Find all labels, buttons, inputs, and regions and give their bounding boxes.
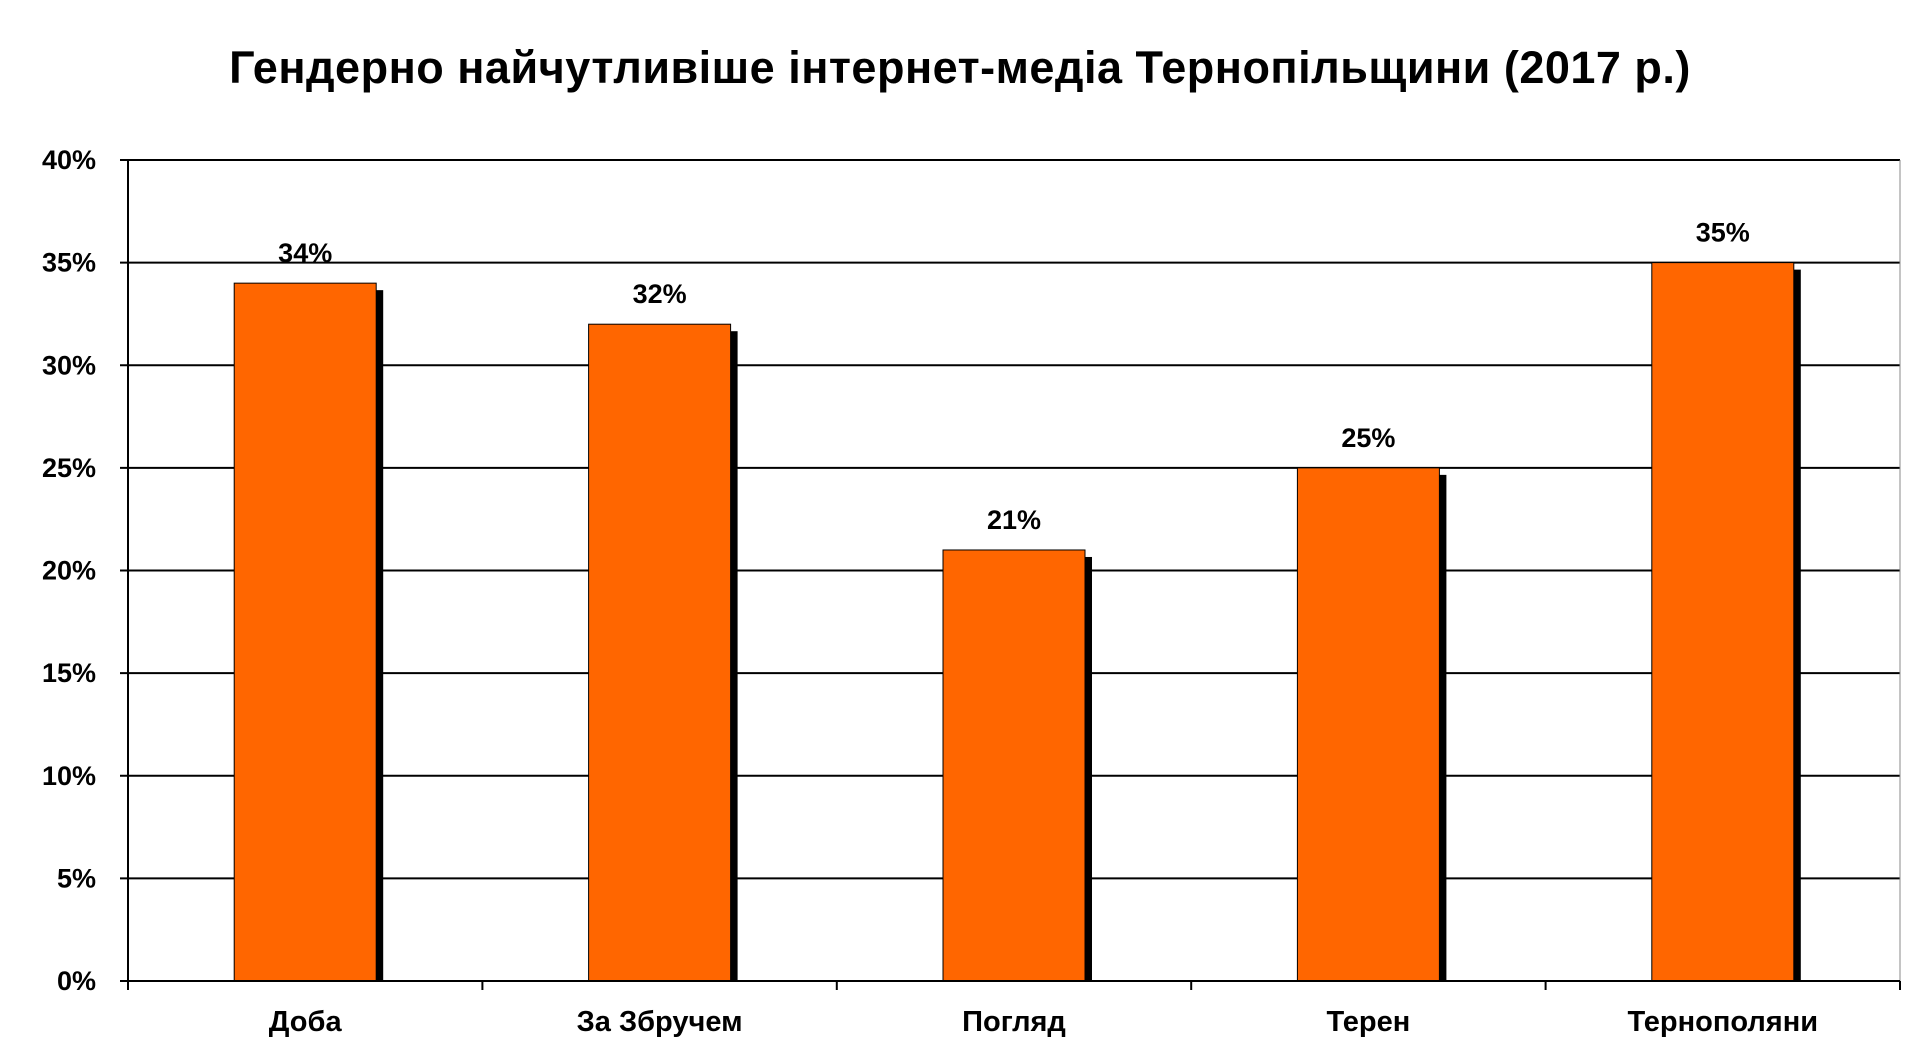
x-tick-label: Погляд bbox=[962, 1006, 1066, 1038]
y-tick-label: 5% bbox=[57, 863, 96, 893]
data-label: 35% bbox=[1696, 218, 1750, 248]
data-label: 32% bbox=[633, 279, 687, 309]
bars bbox=[233, 262, 1801, 982]
x-tick-label: Тернополяни bbox=[1628, 1006, 1819, 1038]
x-tick-label: Терен bbox=[1327, 1006, 1411, 1038]
bar bbox=[233, 282, 377, 982]
axes bbox=[120, 159, 1901, 990]
data-label: 34% bbox=[278, 238, 332, 268]
chart-title: Гендерно найчутливіше інтернет-медіа Тер… bbox=[229, 42, 1691, 93]
y-tick-label: 40% bbox=[42, 145, 96, 175]
x-tick-label: За Збручем bbox=[577, 1006, 743, 1038]
bar bbox=[588, 323, 732, 982]
y-tick-label: 25% bbox=[42, 453, 96, 483]
bar bbox=[1296, 467, 1440, 982]
data-label: 25% bbox=[1341, 423, 1395, 453]
y-tick-label: 35% bbox=[42, 248, 96, 278]
x-tick-label: Доба bbox=[269, 1006, 343, 1038]
data-label: 21% bbox=[987, 505, 1041, 535]
y-tick-label: 15% bbox=[42, 658, 96, 688]
y-tick-label: 20% bbox=[42, 556, 96, 586]
y-tick-label: 0% bbox=[57, 966, 96, 996]
bar bbox=[942, 549, 1086, 982]
y-tick-label: 10% bbox=[42, 761, 96, 791]
bar bbox=[1651, 262, 1795, 982]
y-tick-label: 30% bbox=[42, 350, 96, 380]
labels: 0% 5% 10% 15% 20% 25% 30% 35% 40% 34% Доба 32% За Зб… bbox=[42, 145, 1818, 1038]
